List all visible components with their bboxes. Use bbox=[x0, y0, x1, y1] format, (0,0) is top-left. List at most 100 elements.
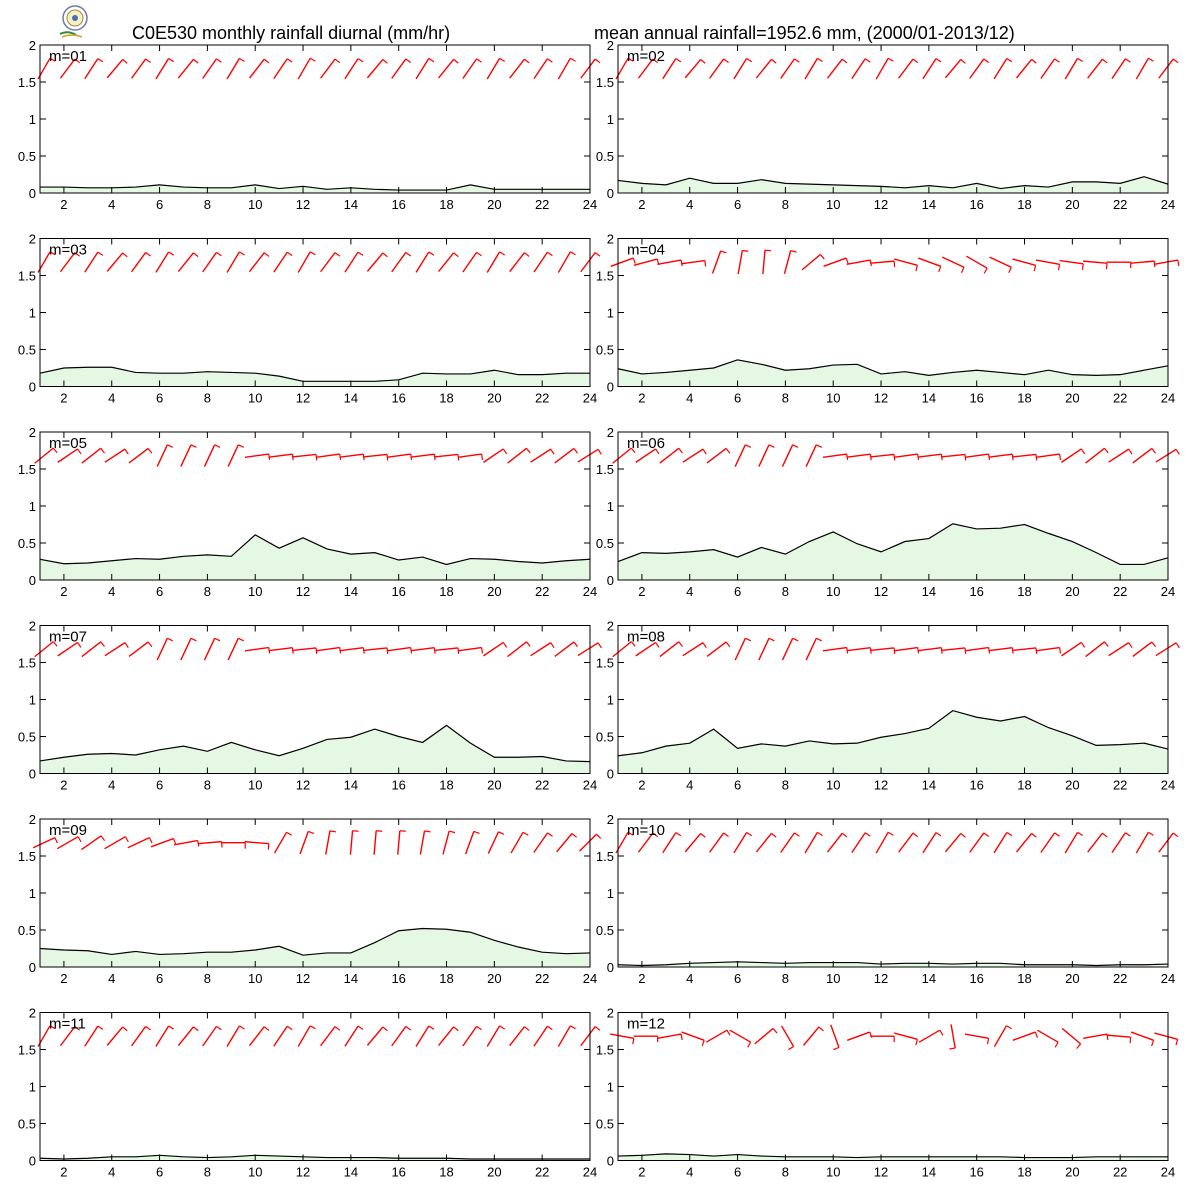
x-tick-label: 4 bbox=[108, 584, 115, 599]
x-tick-label: 16 bbox=[969, 197, 983, 212]
wind-barb-icon bbox=[59, 1026, 76, 1047]
x-tick-label: 6 bbox=[156, 778, 163, 793]
wind-barb-icon bbox=[684, 833, 702, 853]
wind-barb-tick-icon bbox=[817, 57, 823, 62]
x-tick-label: 22 bbox=[535, 197, 549, 212]
wind-barb-tick-icon bbox=[1102, 58, 1108, 64]
x-tick-label: 22 bbox=[535, 391, 549, 406]
x-tick-label: 8 bbox=[204, 971, 211, 986]
wind-barb-icon bbox=[344, 58, 359, 80]
wind-barb-tick-icon bbox=[522, 831, 529, 836]
wind-barb-tick-icon bbox=[190, 444, 197, 448]
wind-barb-icon bbox=[780, 58, 796, 79]
y-tick-label: 1.5 bbox=[596, 75, 614, 90]
y-tick-label: 1 bbox=[29, 306, 36, 321]
rainfall-line bbox=[39, 927, 591, 956]
wind-barb-tick-icon bbox=[845, 257, 849, 264]
x-tick-label: 14 bbox=[344, 197, 358, 212]
wind-barb-icon bbox=[391, 1026, 407, 1047]
y-tick-label: 0 bbox=[607, 573, 614, 588]
wind-barb-icon bbox=[226, 58, 240, 80]
wind-barb-icon bbox=[106, 252, 124, 272]
month-label: m=12 bbox=[627, 1016, 665, 1033]
wind-barb-icon bbox=[457, 453, 482, 459]
wind-barb-tick-icon bbox=[745, 444, 752, 448]
wind-barb-icon bbox=[320, 252, 336, 273]
wind-barb-tick-icon bbox=[702, 642, 707, 649]
wind-barb-icon bbox=[57, 448, 78, 463]
y-tick-label: 1 bbox=[29, 886, 36, 901]
wind-barb-icon bbox=[533, 251, 548, 273]
wind-barb-tick-icon bbox=[453, 1026, 459, 1032]
x-tick-label: 8 bbox=[782, 778, 789, 793]
wind-barb-tick-icon bbox=[746, 57, 753, 63]
wind-barb-tick-icon bbox=[167, 444, 174, 448]
wind-barb-icon bbox=[128, 447, 149, 464]
wind-barb-tick-icon bbox=[267, 843, 270, 850]
wind-barb-icon bbox=[988, 647, 1013, 652]
wind-barb-icon bbox=[1083, 1033, 1107, 1039]
wind-barb-icon bbox=[202, 58, 218, 79]
wind-barb-icon bbox=[386, 646, 411, 652]
wind-barb-tick-icon bbox=[788, 1046, 794, 1051]
x-tick-label: 4 bbox=[686, 1165, 693, 1180]
wind-barb-tick-icon bbox=[167, 637, 174, 642]
wind-barb-icon bbox=[1040, 832, 1056, 853]
wind-barb-icon bbox=[556, 833, 573, 853]
wind-barb-tick-icon bbox=[702, 448, 707, 455]
wind-barb-tick-icon bbox=[887, 831, 894, 836]
wind-barb-tick-icon bbox=[723, 832, 729, 837]
wind-barb-tick-icon bbox=[986, 1038, 990, 1045]
wind-barb-tick-icon bbox=[52, 447, 58, 454]
y-tick-label: 0.5 bbox=[596, 1117, 614, 1132]
wind-barb-icon bbox=[155, 1025, 170, 1047]
rainfall-line bbox=[617, 1153, 1168, 1159]
wind-barb-tick-icon bbox=[573, 641, 579, 648]
wind-barb-icon bbox=[557, 251, 571, 273]
wind-barb-tick-icon bbox=[424, 830, 431, 833]
wind-barb-tick-icon bbox=[524, 58, 530, 64]
plot-frame bbox=[39, 1012, 591, 1161]
wind-barb-icon bbox=[104, 448, 126, 463]
wind-barb-icon bbox=[81, 835, 102, 851]
wind-barb-icon bbox=[486, 58, 501, 80]
wind-barb-icon bbox=[657, 259, 682, 265]
wind-barb-icon bbox=[180, 444, 192, 467]
x-tick-label: 14 bbox=[344, 584, 358, 599]
x-tick-label: 20 bbox=[1065, 584, 1079, 599]
wind-barb-icon bbox=[419, 830, 426, 855]
wind-barb-tick-icon bbox=[216, 251, 222, 257]
wind-barb-icon bbox=[734, 638, 746, 661]
wind-barb-tick-icon bbox=[357, 251, 364, 256]
wind-barb-icon bbox=[1035, 646, 1060, 652]
x-tick-label: 12 bbox=[874, 197, 888, 212]
wind-barb-tick-icon bbox=[632, 1038, 635, 1045]
y-tick-label: 0.5 bbox=[596, 149, 614, 164]
wind-barb-icon bbox=[437, 1026, 455, 1046]
wind-barb-icon bbox=[325, 830, 331, 855]
wind-barb-icon bbox=[1064, 58, 1079, 80]
wind-barb-icon bbox=[339, 647, 364, 652]
wind-barb-icon bbox=[226, 1025, 240, 1047]
wind-barb-icon bbox=[57, 641, 78, 657]
wind-barb-tick-icon bbox=[524, 1026, 530, 1031]
wind-barb-icon bbox=[783, 250, 792, 274]
wind-barb-tick-icon bbox=[768, 637, 775, 642]
x-tick-label: 24 bbox=[583, 391, 597, 406]
rainfall-area bbox=[40, 725, 590, 774]
wind-barb-tick-icon bbox=[794, 58, 800, 63]
x-tick-label: 2 bbox=[60, 971, 67, 986]
wind-barb-tick-icon bbox=[499, 57, 506, 62]
y-tick-label: 1 bbox=[29, 1080, 36, 1095]
wind-barb-tick-icon bbox=[983, 267, 988, 274]
x-tick-label: 10 bbox=[248, 778, 262, 793]
lab-seal-logo-icon bbox=[58, 4, 92, 40]
wind-barb-icon bbox=[366, 59, 384, 79]
wind-barb-tick-icon bbox=[214, 444, 221, 448]
wind-barb-tick-icon bbox=[1080, 642, 1086, 648]
wind-barb-icon bbox=[894, 1032, 918, 1040]
wind-barb-tick-icon bbox=[382, 252, 388, 258]
x-tick-label: 4 bbox=[108, 1165, 115, 1180]
wind-barb-icon bbox=[846, 647, 871, 652]
